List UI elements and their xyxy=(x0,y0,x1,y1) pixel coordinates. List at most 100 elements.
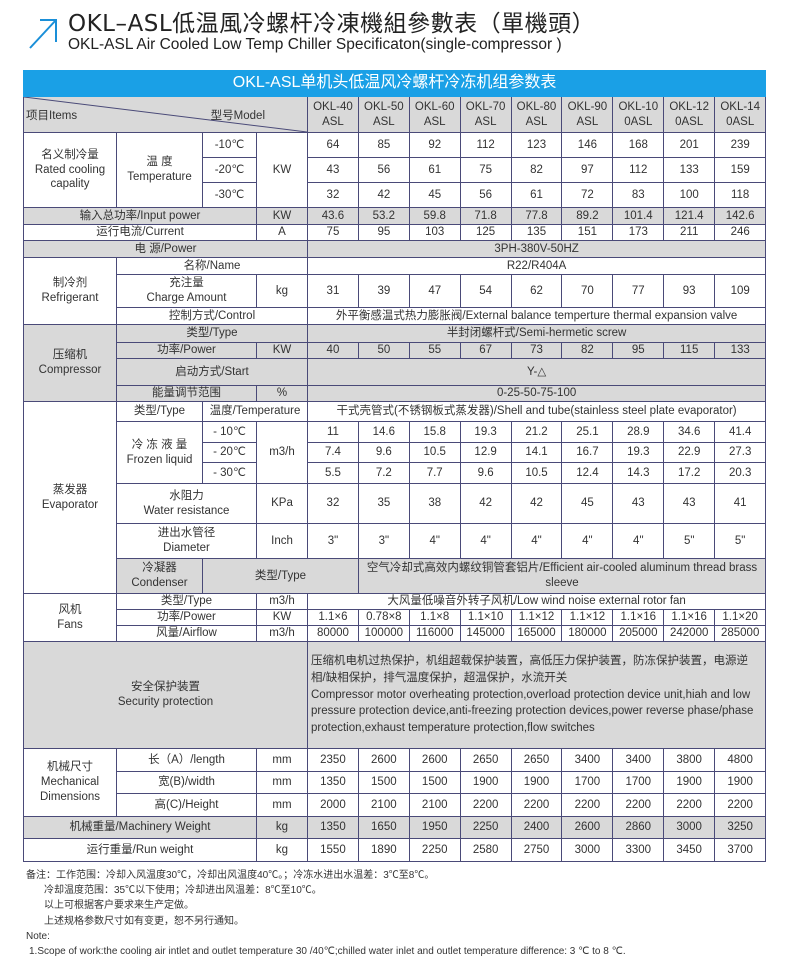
cell-text: kg xyxy=(275,843,289,856)
model-header: OKL-70ASL xyxy=(459,96,512,133)
value-cell: 1700 xyxy=(612,771,665,794)
cell-text: 17.2 xyxy=(677,466,701,479)
value-cell: 97 xyxy=(561,157,614,183)
cell-text: 82 xyxy=(530,163,543,176)
cell-text: 19.3 xyxy=(474,425,497,438)
cell-text: 2650 xyxy=(523,753,550,766)
cell-text: mm xyxy=(272,798,292,811)
value-cell: 9.6 xyxy=(459,462,512,484)
temp-cell: - 30℃ xyxy=(202,462,257,484)
value-cell: 211 xyxy=(663,224,716,241)
unit-cell: KW xyxy=(256,207,308,225)
value-cell: 92 xyxy=(408,132,461,158)
value-cell: 2750 xyxy=(510,838,563,862)
cell-text: 2100 xyxy=(371,798,397,811)
label-cell: 输入总功率/Input power xyxy=(23,207,257,225)
cell-text: 制冷剂 xyxy=(52,277,88,290)
value-cell: 大风量低噪音外转子风机/Low wind noise external roto… xyxy=(306,593,767,610)
model-header: OKL-120ASL xyxy=(663,96,716,133)
cell-text: 2200 xyxy=(676,798,702,811)
cell-text: 电 源/Power xyxy=(134,242,197,255)
value-cell: 3700 xyxy=(714,838,767,862)
cell-text: 外平衡感温式热力膨胀阀/External balance temperture … xyxy=(335,309,738,322)
unit-cell: KPa xyxy=(256,483,308,524)
cell-text: 5.5 xyxy=(324,466,341,479)
cell-text: 42 xyxy=(479,497,493,510)
label-cell: 风量/Airflow xyxy=(116,625,257,642)
value-cell: 112 xyxy=(612,157,665,183)
cell-text: 2200 xyxy=(523,798,550,811)
cell-text: R22/R404A xyxy=(506,259,567,272)
cell-text: 4" xyxy=(429,534,440,547)
value-cell: 0-25-50-75-100 xyxy=(306,385,767,402)
value-cell: 55 xyxy=(408,342,461,359)
cell-text: 73 xyxy=(530,344,543,357)
value-cell: 1.1×20 xyxy=(714,609,767,626)
security-text: 压缩机电机过热保护，机组超载保护装置，高低压力保护装置，防冻保护装置，电源逆相/… xyxy=(306,641,767,749)
model-header: OKL-40ASL xyxy=(307,96,359,133)
cell-text: 2650 xyxy=(472,753,499,766)
value-cell: 145000 xyxy=(459,625,512,642)
cell-text: 3400 xyxy=(625,753,652,766)
label-cell: 进出水管径 Diameter xyxy=(116,523,257,559)
label-cell: 充注量 Charge Amount xyxy=(116,274,257,308)
unit-cell: mm xyxy=(256,771,308,794)
unit-cell: KW xyxy=(256,132,308,208)
value-cell: 5" xyxy=(663,523,716,559)
cell-text: capality xyxy=(50,178,90,191)
value-cell: 19.3 xyxy=(459,421,512,443)
label-cell: 启动方式/Start xyxy=(116,358,308,386)
cell-text: 1900 xyxy=(676,776,702,789)
cell-text: 45 xyxy=(428,188,442,201)
cell-text: 2250 xyxy=(472,821,499,834)
value-cell: 27.3 xyxy=(714,442,767,463)
cell-text: 1500 xyxy=(371,776,397,789)
cell-text: 85 xyxy=(377,138,391,151)
cell-text: 42 xyxy=(377,188,391,201)
cell-text: 2000 xyxy=(320,798,346,811)
value-cell: 12.4 xyxy=(561,462,614,484)
value-cell: 56 xyxy=(357,157,410,183)
value-cell: 47 xyxy=(408,274,461,308)
label-cell: 控制方式/Control xyxy=(116,307,308,325)
value-cell: 100000 xyxy=(357,625,410,642)
value-cell: 4" xyxy=(459,523,512,559)
cell-text: Security protection xyxy=(117,696,214,708)
value-cell: 2250 xyxy=(408,838,461,862)
cell-text: m3/h xyxy=(269,446,295,459)
cell-text: 95 xyxy=(631,344,645,357)
value-cell: 1.1×6 xyxy=(307,609,359,626)
value-cell: 19.3 xyxy=(612,442,665,463)
value-cell: 151 xyxy=(561,224,614,241)
value-cell: 95 xyxy=(612,342,665,359)
table-row: 冷 冻 液 量 Frozen liquid - 10℃ m3/h 11 14.6 15.8 1… xyxy=(24,421,767,484)
cell-text: 59.8 xyxy=(423,209,446,222)
value-cell: 40 xyxy=(307,342,359,359)
value-cell: 43.6 xyxy=(307,207,359,225)
value-cell: 42 xyxy=(357,182,410,208)
cell-text: KW xyxy=(272,163,292,176)
table-title: OKL-ASL单机头低温风冷螺杆冷冻机组参数表 xyxy=(22,70,767,97)
cell-text: 55 xyxy=(428,344,442,357)
label-cell: 制冷剂 Refrigerant xyxy=(23,257,117,325)
cell-text: 机械尺寸 xyxy=(47,761,93,774)
cell-text: 0.78×8 xyxy=(366,611,402,624)
cell-text: 3" xyxy=(327,534,339,547)
table-row: 风量/Airflow m3/h 80000 100000 116000 145000 165… xyxy=(24,625,767,642)
value-cell: 115 xyxy=(663,342,716,359)
value-cell: 239 xyxy=(714,132,767,158)
value-cell: Y-△ xyxy=(306,358,767,386)
cell-text: 41.4 xyxy=(728,425,752,438)
unit-cell: Inch xyxy=(256,523,308,559)
label-cell: 功率/Power xyxy=(116,342,257,359)
value-cell: 62 xyxy=(510,274,563,308)
cell-text: Evaporator xyxy=(41,498,99,511)
cell-text: 53.2 xyxy=(372,209,396,222)
value-cell: 146 xyxy=(561,132,614,158)
cell-text: Mechanical xyxy=(40,776,100,789)
cell-text: 145000 xyxy=(466,627,505,640)
cell-text: 蒸发器 xyxy=(52,483,88,496)
value-cell: 3250 xyxy=(714,816,767,839)
cell-text: 启动方式/Start xyxy=(175,365,249,378)
label-cell: 功率/Power xyxy=(116,609,257,626)
